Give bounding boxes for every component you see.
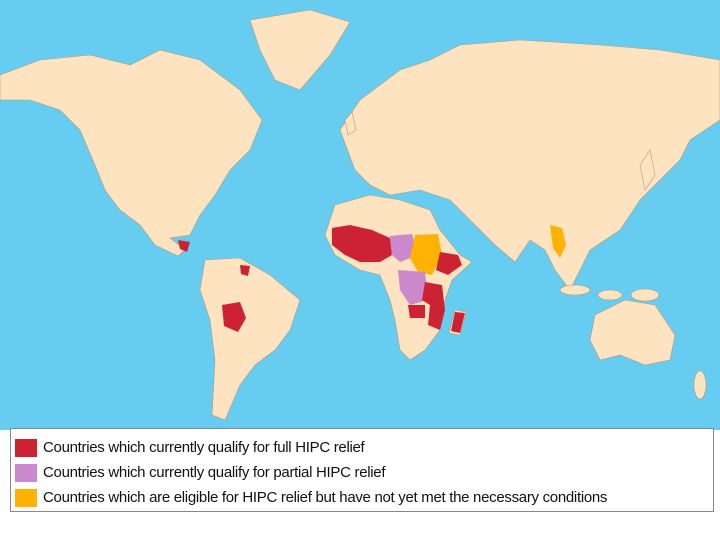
legend-swatch [15, 488, 37, 507]
legend-swatch [15, 463, 37, 482]
legend-label: Countries which currently qualify for pa… [43, 464, 386, 481]
legend-item: Countries which are eligible for HIPC re… [11, 485, 713, 510]
legend-item: Countries which currently qualify for fu… [11, 435, 713, 460]
world-map [0, 0, 720, 430]
legend-item: Countries which currently qualify for pa… [11, 460, 713, 485]
legend-label: Countries which are eligible for HIPC re… [43, 489, 608, 506]
legend-label: Countries which currently qualify for fu… [43, 439, 365, 456]
legend: Countries which currently qualify for fu… [10, 428, 714, 512]
legend-swatch [15, 438, 37, 457]
hipc-countries [178, 225, 566, 333]
